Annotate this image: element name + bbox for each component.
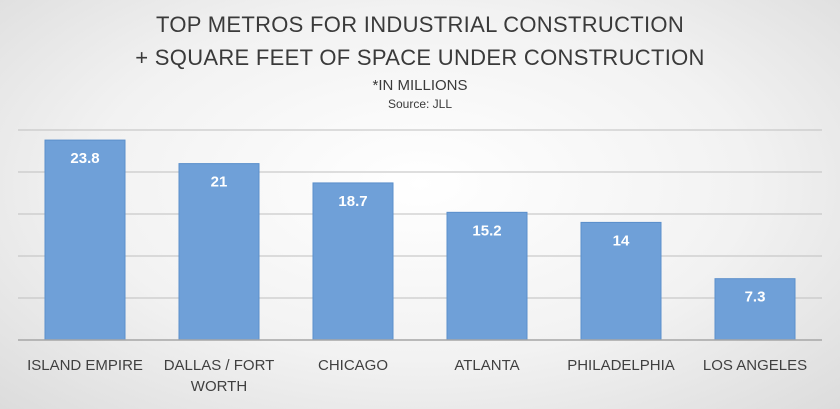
chart-source: Source: JLL [387, 97, 453, 111]
bar-value-label: 7.3 [745, 289, 766, 306]
chart-subtitle: *IN MILLIONS [372, 77, 468, 94]
chart-title-line-2: + SQUARE FEET OF SPACE UNDER CONSTRUCTIO… [135, 45, 705, 70]
category-label: WORTH [191, 378, 247, 395]
category-label: ATLANTA [454, 357, 519, 374]
bar-value-label: 15.2 [472, 222, 501, 239]
bar [446, 211, 528, 341]
category-label: DALLAS / FORT [164, 357, 275, 374]
bar [178, 163, 260, 341]
bar-value-label: 14 [613, 232, 630, 249]
category-label: CHICAGO [318, 357, 388, 374]
bar [44, 139, 126, 341]
bar-value-label: 18.7 [338, 193, 367, 210]
bar-value-label: 23.8 [70, 150, 99, 167]
chart-title-line-1: TOP METROS FOR INDUSTRIAL CONSTRUCTION [155, 12, 685, 37]
category-label: ISLAND EMPIRE [27, 357, 143, 374]
bar-value-label: 21 [211, 174, 228, 191]
category-label: PHILADELPHIA [567, 357, 675, 374]
category-label: LOS ANGELES [703, 357, 807, 374]
bar [714, 278, 796, 341]
bar [580, 221, 662, 341]
